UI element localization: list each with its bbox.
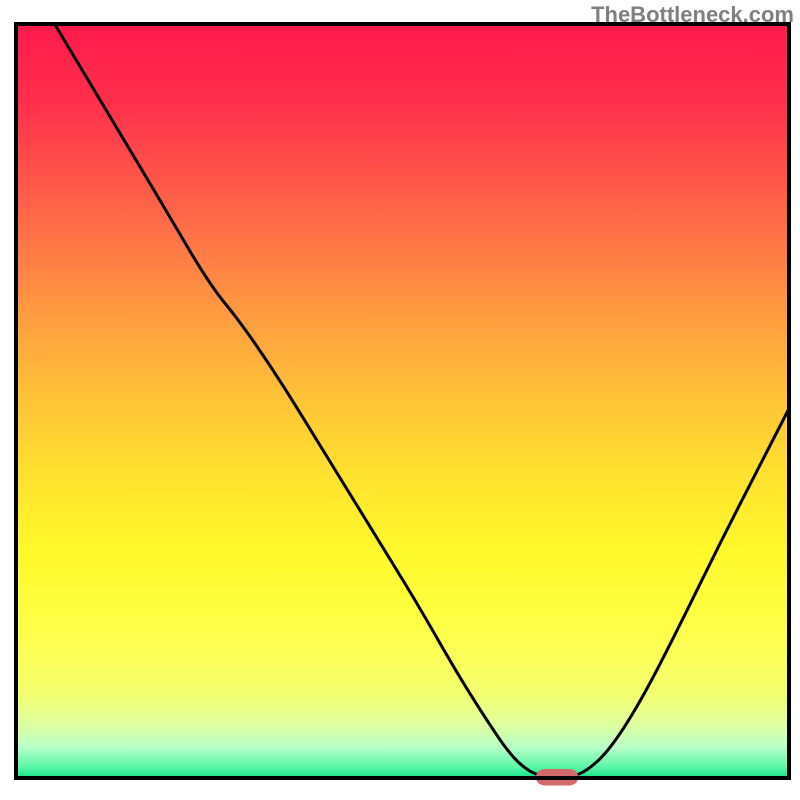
watermark-label: TheBottleneck.com: [591, 2, 794, 28]
plot-border: [0, 0, 800, 800]
bottleneck-chart: TheBottleneck.com: [0, 0, 800, 800]
